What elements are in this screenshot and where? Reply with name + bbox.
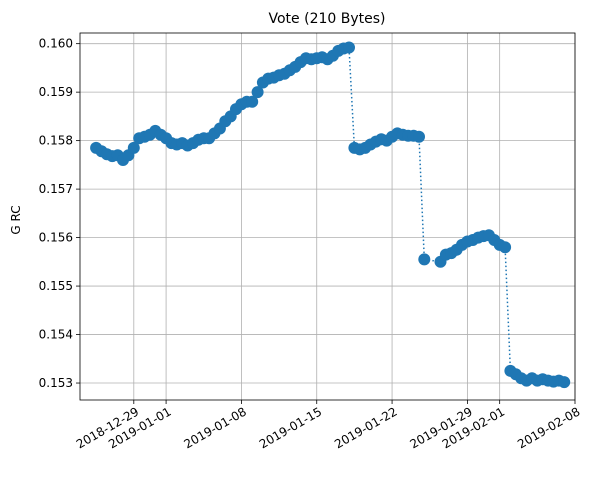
plot-frame <box>79 32 576 401</box>
data-point <box>418 253 431 266</box>
y-tick-label: 0.153 <box>39 376 73 390</box>
x-tick-label: 2019-01-08 <box>182 404 249 451</box>
data-point <box>413 130 425 143</box>
x-tick-label: 2019-02-08 <box>515 404 582 451</box>
grid <box>80 33 576 400</box>
data-point <box>499 241 512 254</box>
y-tick-label: 0.154 <box>39 328 73 342</box>
series-points <box>90 41 571 389</box>
y-tick-label: 0.156 <box>39 231 73 245</box>
y-tick-label: 0.155 <box>39 279 73 293</box>
data-point <box>343 41 355 54</box>
y-tick-label: 0.158 <box>39 134 73 148</box>
chart-title: Vote (210 Bytes) <box>269 11 386 27</box>
y-tick-label: 0.160 <box>39 37 73 51</box>
data-point <box>558 376 571 389</box>
y-tick-label: 0.159 <box>39 85 73 99</box>
x-tick-label: 2019-01-22 <box>332 404 399 451</box>
x-tick-label: 2019-01-15 <box>257 404 324 451</box>
data-point <box>251 86 264 99</box>
data-point <box>246 95 259 108</box>
y-axis-label: G RC <box>9 205 23 234</box>
data-point <box>127 141 140 154</box>
y-tick-label: 0.157 <box>39 182 73 196</box>
